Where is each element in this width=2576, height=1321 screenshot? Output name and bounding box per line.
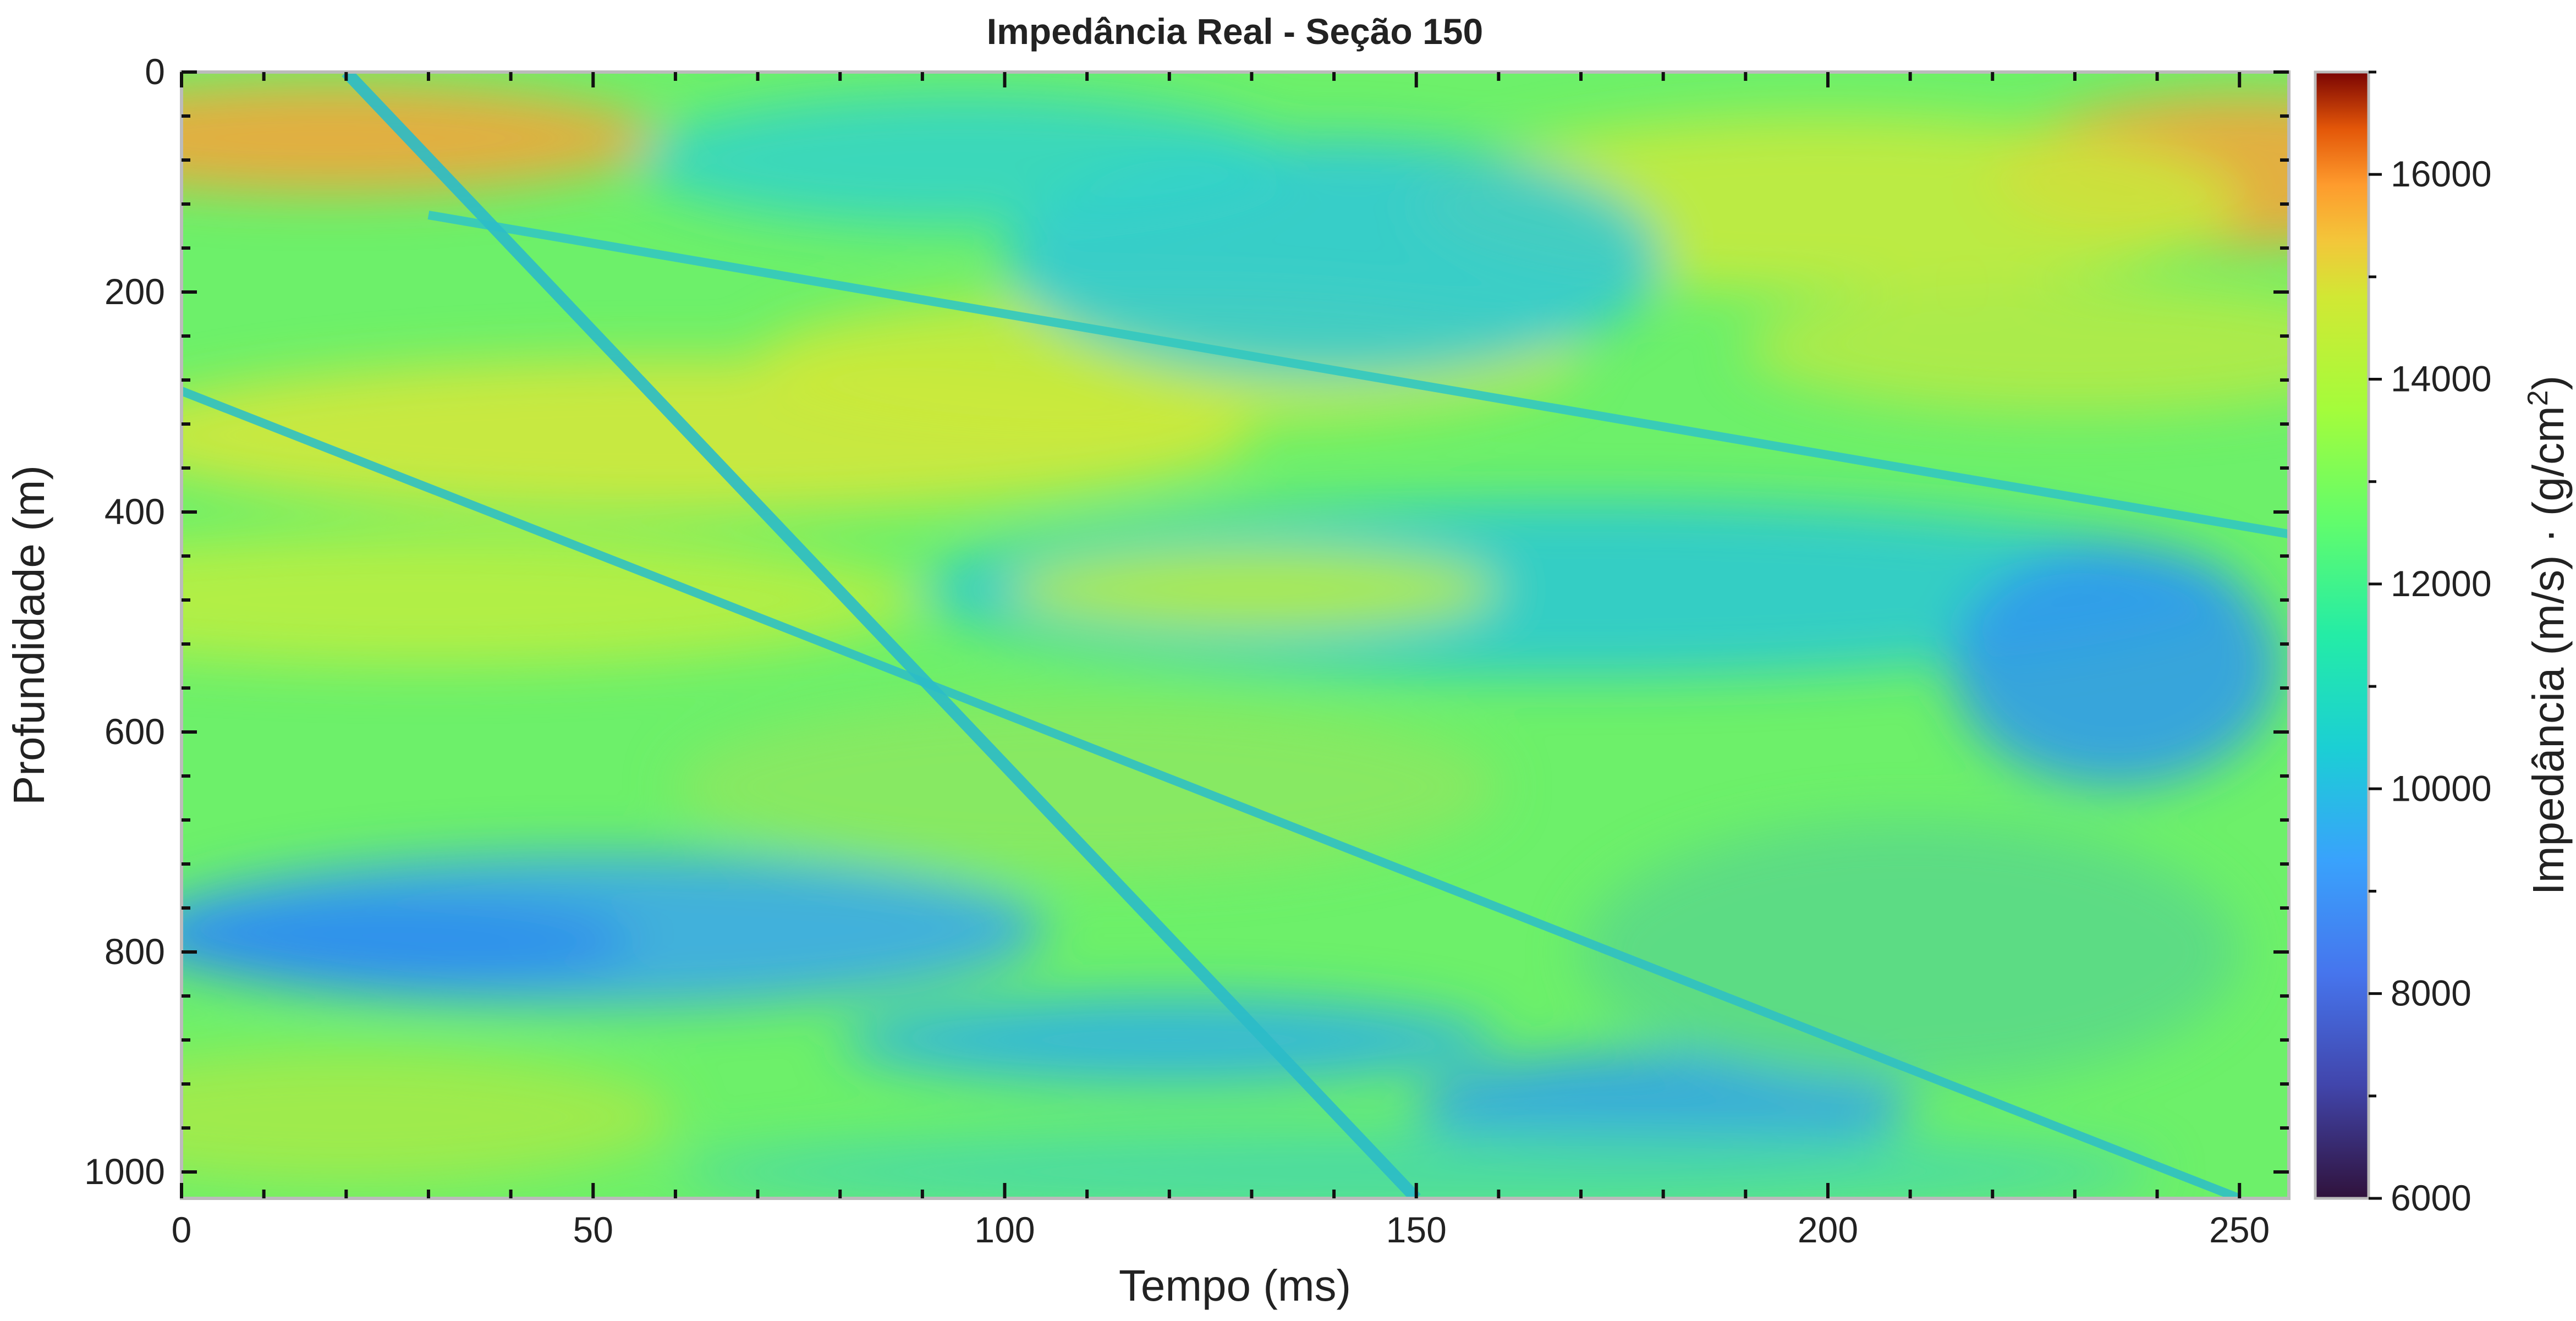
x-tick-label-200: 200 xyxy=(1798,1209,1858,1250)
colorbar-tick-label-6000: 6000 xyxy=(2391,1177,2471,1218)
colorbar-label-main: Impedância (m/s) · (g/cm xyxy=(2524,406,2573,895)
upper-fault-line xyxy=(427,211,2289,538)
impedance-region-16 xyxy=(182,1051,675,1183)
colorbar-label-close: ) xyxy=(2524,376,2573,390)
impedance-region-18 xyxy=(675,1128,2157,1198)
impedance-region-12 xyxy=(1951,545,2281,787)
y-tick-label-600: 600 xyxy=(105,711,165,752)
x-axis: 0 50 100 150 200 250 xyxy=(172,72,2270,1250)
steep-fault-line xyxy=(342,72,1421,1198)
colorbar-tick-label-16000: 16000 xyxy=(2391,153,2492,194)
y-tick-label-200: 200 xyxy=(105,271,165,312)
y-tick-label-1000: 1000 xyxy=(84,1151,165,1192)
y-axis: 0 200 400 600 800 1000 xyxy=(84,51,2289,1192)
impedance-region-14 xyxy=(840,996,1499,1084)
y-tick-label-400: 400 xyxy=(105,491,165,532)
x-tick-label-50: 50 xyxy=(573,1209,613,1250)
x-tick-label-100: 100 xyxy=(974,1209,1035,1250)
impedance-region-0 xyxy=(182,83,659,193)
x-tick-label-250: 250 xyxy=(2209,1209,2270,1250)
impedance-region-7 xyxy=(182,897,634,985)
x-tick-label-150: 150 xyxy=(1386,1209,1447,1250)
impedance-region-5 xyxy=(182,534,922,666)
heatmap-field xyxy=(182,72,2289,1198)
impedance-region-15 xyxy=(1581,820,2240,1084)
colorbar-ticks: 6000 8000 10000 12000 14000 16000 xyxy=(2369,70,2492,1218)
colorbar-tick-label-10000: 10000 xyxy=(2391,768,2492,808)
colorbar-tick-label-12000: 12000 xyxy=(2391,563,2492,604)
chart-title: Impedância Real - Seção 150 xyxy=(987,11,1483,52)
impedance-region-19 xyxy=(1745,281,2289,413)
fault-lines xyxy=(182,72,2289,1198)
colorbar-label-sup: 2 xyxy=(2522,390,2554,406)
impedance-region-9 xyxy=(634,94,1293,226)
colorbar-tick-label-14000: 14000 xyxy=(2391,359,2492,399)
x-tick-label-0: 0 xyxy=(172,1209,192,1250)
plot-frame xyxy=(180,70,2291,1200)
y-tick-label-0: 0 xyxy=(145,51,165,92)
x-axis-label: Tempo (ms) xyxy=(1119,1261,1351,1310)
colorbar xyxy=(2314,70,2370,1200)
lower-fault-line xyxy=(182,387,2242,1198)
impedance-region-11 xyxy=(1004,545,1499,633)
colorbar-label: Impedância (m/s) · (g/cm2) xyxy=(2522,376,2573,895)
y-axis-label: Profundidade (m) xyxy=(4,465,53,805)
y-tick-label-800: 800 xyxy=(105,931,165,972)
colorbar-tick-label-8000: 8000 xyxy=(2391,973,2471,1014)
heatmap-regions xyxy=(182,83,2289,1198)
